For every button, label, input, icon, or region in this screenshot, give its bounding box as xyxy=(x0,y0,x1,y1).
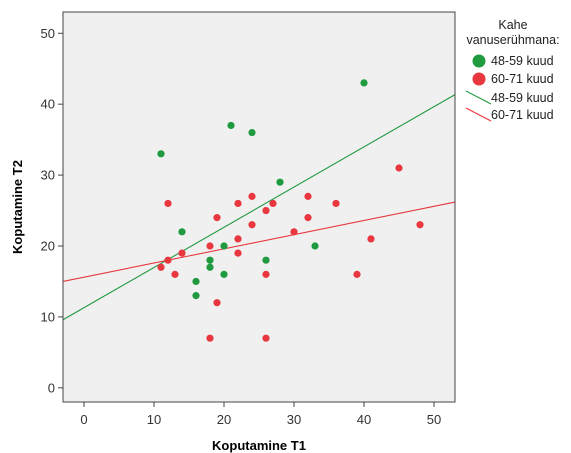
data-point xyxy=(213,299,221,307)
data-point xyxy=(234,249,242,257)
data-point xyxy=(206,242,214,250)
legend-label: 48-59 kuud xyxy=(491,54,554,68)
data-point xyxy=(269,199,277,208)
x-tick-label: 20 xyxy=(217,412,231,427)
data-point xyxy=(276,178,284,186)
y-tick-label: 0 xyxy=(48,380,55,395)
data-point xyxy=(262,270,270,278)
data-point xyxy=(353,270,361,278)
data-point xyxy=(262,206,270,215)
data-point xyxy=(178,249,186,257)
data-point xyxy=(206,263,214,271)
y-tick-label: 10 xyxy=(41,309,55,324)
legend-items: 48-59 kuud 60-71 kuud 48-59 kuud 60-71 kuud xyxy=(465,54,554,122)
data-points xyxy=(157,79,424,342)
legend-label: 48-59 kuud xyxy=(491,91,554,105)
x-tick-label: 40 xyxy=(357,412,371,427)
x-tick-label: 30 xyxy=(287,412,301,427)
data-point xyxy=(395,164,403,172)
legend-label: 60-71 kuud xyxy=(491,72,554,86)
x-tick-label: 0 xyxy=(80,412,87,427)
y-tick-label: 50 xyxy=(41,26,55,41)
y-tick-label: 20 xyxy=(41,239,55,254)
data-point xyxy=(248,128,256,137)
data-point xyxy=(262,256,270,264)
data-point xyxy=(262,334,270,342)
data-point xyxy=(360,79,368,87)
legend-title-line-1: Kahe xyxy=(498,18,527,32)
data-point xyxy=(178,228,186,236)
x-axis-title: Koputamine T1 xyxy=(212,438,306,453)
data-point xyxy=(311,242,319,250)
fit-line xyxy=(62,201,456,282)
data-point xyxy=(332,199,340,208)
x-tick-label: 50 xyxy=(427,412,441,427)
data-point xyxy=(220,242,228,250)
data-point xyxy=(367,235,375,243)
legend-line xyxy=(465,107,492,122)
fit-lines xyxy=(62,94,456,321)
data-point xyxy=(192,292,200,300)
legend-marker xyxy=(472,54,486,68)
data-point xyxy=(248,192,256,200)
data-point xyxy=(304,192,312,200)
legend-label: 60-71 kuud xyxy=(491,108,554,122)
x-axis-ticks: 0 10 20 30 40 50 xyxy=(80,402,441,427)
data-point xyxy=(416,221,424,229)
y-axis-ticks: 0 10 20 30 40 50 xyxy=(41,26,63,395)
y-tick-label: 40 xyxy=(41,97,55,112)
legend-line xyxy=(465,90,492,105)
data-point xyxy=(192,277,200,286)
legend-marker xyxy=(472,72,486,86)
fit-line xyxy=(62,94,456,321)
data-point xyxy=(157,150,165,158)
data-point xyxy=(171,270,179,278)
data-point xyxy=(213,214,221,222)
plot-frame xyxy=(62,11,456,403)
data-point xyxy=(206,334,214,342)
data-point xyxy=(290,228,298,236)
data-point xyxy=(234,235,242,243)
data-point xyxy=(248,221,256,229)
legend: Kahe vanuserühmana: 48-59 kuud 60-71 kuud… xyxy=(465,18,560,122)
data-point xyxy=(206,256,214,264)
y-tick-label: 30 xyxy=(41,168,55,183)
data-point xyxy=(234,199,242,208)
x-tick-label: 10 xyxy=(147,412,161,427)
data-point xyxy=(164,256,172,264)
data-point xyxy=(304,214,312,222)
data-point xyxy=(220,270,228,278)
data-point xyxy=(157,263,165,271)
legend-title-line-2: vanuserühmana: xyxy=(466,33,559,47)
y-axis-title: Koputamine T2 xyxy=(10,160,25,254)
data-point xyxy=(227,121,235,130)
data-point xyxy=(164,199,172,208)
